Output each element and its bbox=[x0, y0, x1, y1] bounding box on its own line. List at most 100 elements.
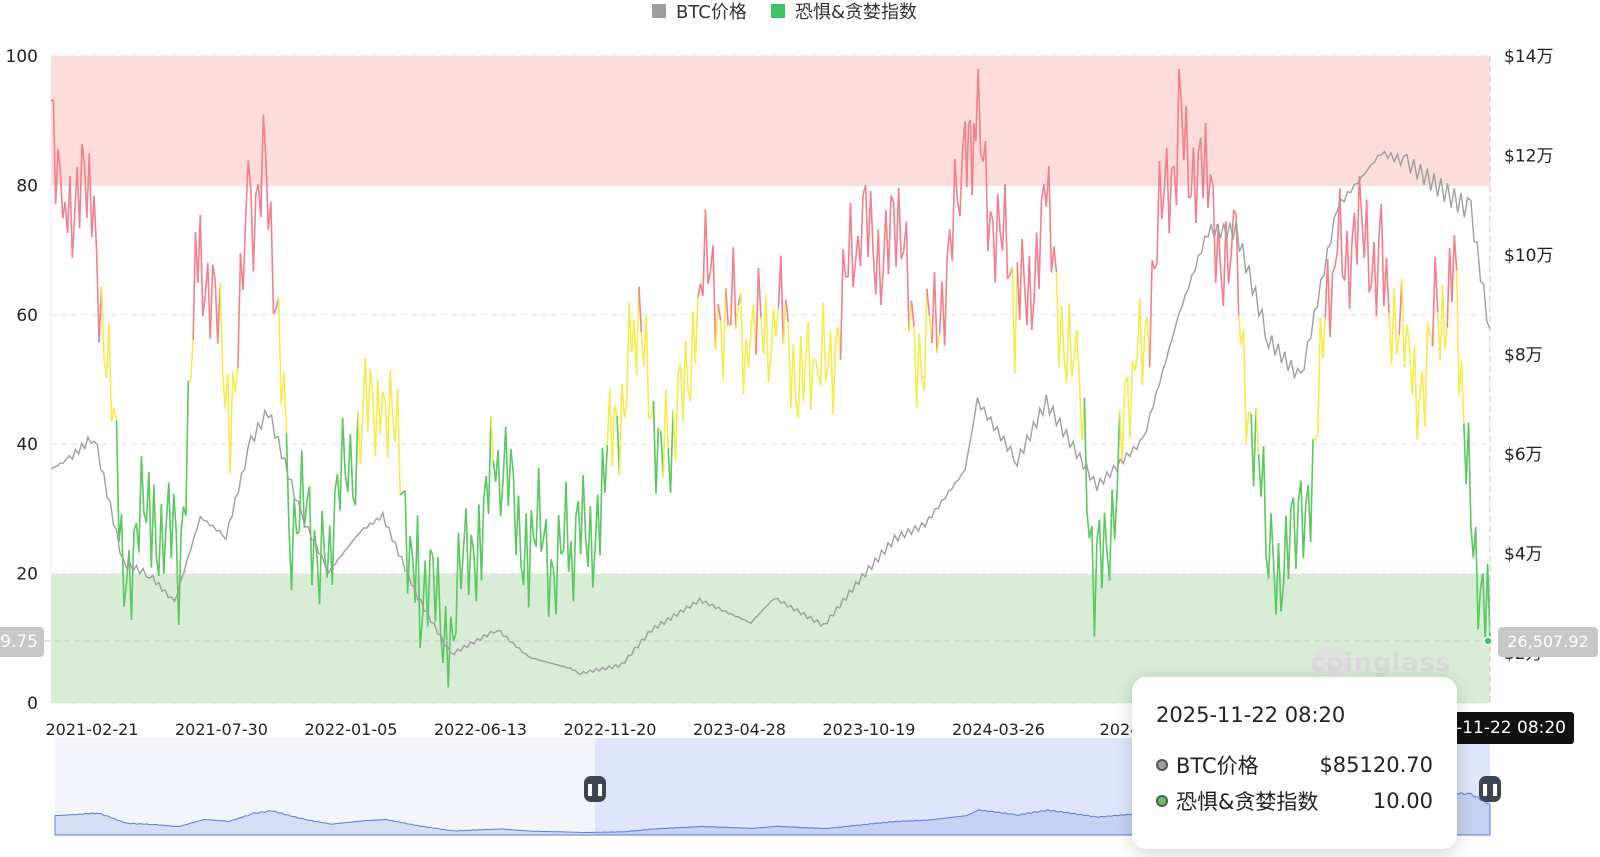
fear-greed-segment bbox=[1252, 407, 1257, 487]
fear-greed-segment bbox=[201, 296, 207, 317]
fear-greed-segment bbox=[349, 434, 354, 498]
fear-greed-segment bbox=[457, 533, 462, 589]
fear-greed-segment bbox=[1446, 248, 1451, 328]
fear-greed-segment bbox=[792, 344, 797, 401]
fear-greed-segment bbox=[697, 283, 702, 298]
fear-greed-segment bbox=[1477, 588, 1482, 630]
x-axis-tick: 2021-07-30 bbox=[175, 720, 268, 739]
fear-greed-segment bbox=[237, 253, 242, 368]
fear-greed-segment bbox=[775, 307, 780, 337]
fear-greed-segment bbox=[1139, 297, 1144, 385]
fear-greed-segment bbox=[785, 299, 790, 323]
fear-greed-segment bbox=[611, 405, 616, 467]
fear-greed-segment bbox=[298, 450, 303, 532]
fear-greed-segment bbox=[52, 99, 57, 205]
fear-greed-segment bbox=[277, 297, 283, 406]
fear-greed-segment bbox=[1021, 238, 1026, 285]
fear-greed-segment bbox=[1321, 318, 1327, 359]
fear-greed-segment bbox=[199, 215, 204, 317]
fear-greed-segment bbox=[729, 247, 735, 326]
fear-greed-segment bbox=[951, 158, 956, 262]
fear-greed-segment bbox=[1287, 506, 1292, 580]
fear-greed-segment bbox=[535, 468, 540, 547]
fear-greed-segment bbox=[1486, 563, 1491, 639]
fear-greed-segment bbox=[386, 370, 392, 459]
crosshair-left-value-badge: 9.75 bbox=[0, 627, 44, 657]
fear-greed-segment bbox=[150, 484, 155, 568]
fear-greed-segment bbox=[113, 407, 118, 421]
fear-greed-segment bbox=[913, 326, 918, 408]
navigator-right-handle[interactable]: ❚❚ bbox=[1479, 776, 1501, 802]
navigator[interactable] bbox=[54, 738, 1491, 836]
fear-greed-segment bbox=[638, 286, 643, 333]
fear-greed-segment bbox=[780, 255, 785, 345]
fear-greed-segment bbox=[1302, 504, 1307, 558]
fear-greed-segment bbox=[1151, 260, 1156, 270]
greed-zone-band bbox=[51, 56, 1490, 186]
fear-greed-segment bbox=[283, 372, 288, 434]
fear-greed-segment bbox=[572, 516, 577, 602]
fear-greed-segment bbox=[300, 450, 306, 528]
fear-greed-segment bbox=[1071, 356, 1076, 377]
fear-greed-segment bbox=[419, 615, 424, 649]
fear-greed-segment bbox=[1444, 327, 1449, 349]
fear-greed-segment bbox=[579, 475, 584, 555]
fear-greed-segment bbox=[1319, 317, 1324, 359]
fear-greed-segment bbox=[54, 148, 59, 205]
x-axis-tick: 2024-03-26 bbox=[952, 720, 1045, 739]
fear-greed-segment bbox=[635, 286, 640, 375]
tooltip-date: 2025-11-22 08:20 bbox=[1156, 703, 1346, 727]
fear-greed-segment bbox=[905, 221, 910, 332]
fear-greed-segment bbox=[714, 303, 719, 350]
fear-greed-segment bbox=[1295, 501, 1300, 569]
fear-greed-segment bbox=[364, 358, 369, 433]
fear-greed-segment bbox=[432, 555, 437, 622]
navigator-left-handle[interactable]: ❚❚ bbox=[584, 776, 606, 802]
fear-greed-segment bbox=[1270, 513, 1275, 563]
fear-greed-segment bbox=[1455, 270, 1460, 396]
fear-greed-segment bbox=[185, 380, 190, 516]
fear-greed-segment bbox=[1207, 174, 1212, 208]
fear-greed-segment bbox=[1065, 303, 1071, 383]
coinglass-logo-icon bbox=[1314, 646, 1348, 676]
fear-greed-segment bbox=[537, 468, 542, 552]
fear-greed-segment bbox=[1101, 512, 1106, 589]
fear-greed-segment bbox=[244, 160, 250, 218]
fear-greed-segment bbox=[153, 484, 158, 556]
fear-greed-segment bbox=[971, 123, 975, 196]
legend-fg-swatch[interactable] bbox=[771, 4, 785, 18]
fear-greed-segment bbox=[560, 550, 565, 555]
legend-btc-swatch[interactable] bbox=[652, 4, 666, 18]
fear-greed-segment bbox=[525, 513, 530, 608]
fear-greed-segment bbox=[226, 373, 231, 474]
fear-greed-segment bbox=[1385, 258, 1390, 314]
fear-greed-segment bbox=[399, 492, 404, 496]
fear-greed-segment bbox=[1408, 344, 1413, 395]
fear-greed-segment bbox=[1460, 361, 1465, 424]
fear-greed-segment bbox=[592, 546, 597, 588]
fear-greed-segment bbox=[376, 379, 382, 434]
fear-greed-segment bbox=[162, 523, 168, 574]
crosshair-right-value-badge: 26,507.92 bbox=[1498, 627, 1598, 657]
fear-greed-segment bbox=[1292, 497, 1297, 569]
fear-greed-segment bbox=[1103, 512, 1108, 554]
x-axis-tick: 2021-02-21 bbox=[46, 720, 139, 739]
fear-greed-segment bbox=[989, 211, 994, 220]
fear-greed-segment bbox=[1108, 489, 1113, 581]
legend-fg-label[interactable]: 恐惧&贪婪指数 bbox=[795, 2, 917, 23]
fear-greed-segment bbox=[829, 330, 834, 415]
fear-greed-segment bbox=[1091, 525, 1096, 637]
fear-greed-segment bbox=[262, 114, 267, 158]
fear-greed-segment bbox=[177, 531, 182, 626]
fear-greed-segment bbox=[1033, 232, 1038, 299]
fear-greed-segment bbox=[623, 402, 628, 418]
fear-greed-segment bbox=[864, 185, 869, 257]
fear-greed-segment bbox=[887, 195, 892, 275]
fear-greed-segment bbox=[1309, 438, 1314, 542]
fear-greed-segment bbox=[69, 176, 74, 258]
legend-btc-label[interactable]: BTC价格 bbox=[676, 2, 747, 23]
fear-greed-segment bbox=[81, 143, 86, 163]
fear-greed-segment bbox=[192, 232, 197, 341]
fear-greed-segment bbox=[140, 456, 145, 513]
fear-greed-segment bbox=[1348, 240, 1353, 309]
